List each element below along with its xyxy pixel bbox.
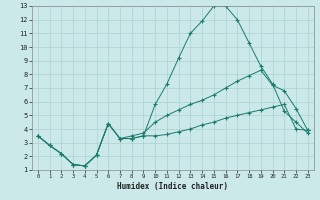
X-axis label: Humidex (Indice chaleur): Humidex (Indice chaleur) bbox=[117, 182, 228, 191]
